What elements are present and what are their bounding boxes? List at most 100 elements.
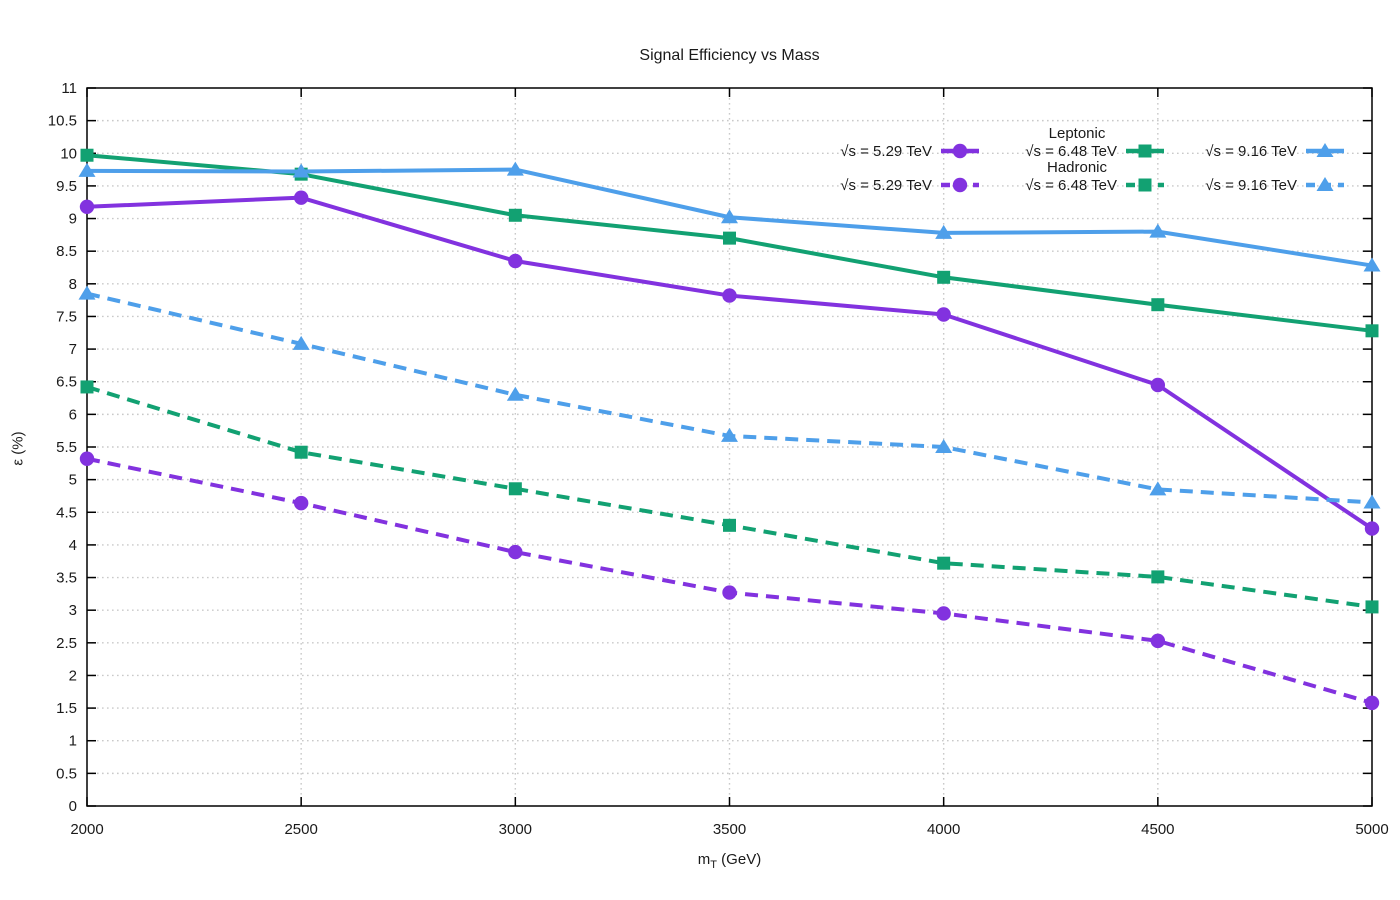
tick-label: 2.5 — [56, 635, 77, 652]
series-leptonic-0 — [79, 190, 1380, 536]
series-hadronic-5 — [78, 285, 1381, 509]
marker-circle — [293, 190, 309, 205]
y-tick-labels: 0 0.5 1 1.5 2 2.5 3 3.5 4 4.5 5 5.5 6 6.5 7 7.5 8 8.5 9 9.5… — [48, 80, 77, 815]
series-leptonic-2 — [78, 161, 1381, 272]
tick-label: 2500 — [284, 821, 317, 838]
marker-square — [508, 482, 522, 496]
marker-square — [723, 518, 736, 532]
marker-triangle — [1149, 223, 1167, 238]
marker-triangle — [721, 209, 738, 224]
marker-circle — [508, 253, 523, 269]
marker-circle — [952, 143, 968, 159]
legend-entry-leptonic-2: √s = 9.16 TeV — [1205, 143, 1344, 160]
legend-entry-hadronic-0: √s = 5.29 TeV — [840, 177, 979, 194]
marker-triangle — [292, 163, 310, 178]
marker-square — [937, 270, 951, 284]
marker-square — [1138, 178, 1152, 192]
marker-square — [80, 148, 94, 162]
marker-circle — [1150, 377, 1166, 393]
tick-label: 0 — [69, 798, 77, 815]
tick-label: 8.5 — [56, 243, 77, 260]
marker-triangle — [78, 162, 96, 177]
tick-label: 1.5 — [56, 700, 77, 717]
tick-label: 10.5 — [48, 113, 77, 130]
marker-triangle — [1149, 481, 1167, 496]
legend-group-title: Hadronic — [1047, 159, 1108, 176]
marker-triangle — [78, 285, 96, 300]
marker-circle — [722, 288, 737, 303]
series-hadronic-4 — [80, 380, 1379, 614]
marker-circle — [1150, 633, 1166, 649]
y-axis-label: ε (%) — [9, 431, 27, 466]
plot-frame — [86, 87, 1373, 807]
marker-circle — [508, 544, 523, 560]
marker-triangle — [1316, 143, 1334, 157]
marker-square — [1151, 298, 1165, 312]
legend: Leptonic √s = 5.29 TeV √s = 6.48 TeV √s = 9… — [840, 125, 1344, 194]
tick-label: 3 — [69, 602, 77, 619]
x-axis-label-unit: (GeV) — [717, 851, 762, 868]
marker-square — [1365, 324, 1379, 338]
tick-label: 2 — [69, 667, 77, 684]
marker-square — [294, 445, 308, 459]
tick-label: 1 — [69, 733, 77, 750]
tick-label: 2000 — [70, 821, 103, 838]
marker-square — [508, 208, 522, 222]
legend-entry-hadronic-2: √s = 9.16 TeV — [1205, 177, 1344, 194]
marker-triangle — [506, 161, 524, 176]
marker-square — [723, 231, 736, 245]
marker-triangle — [292, 335, 310, 350]
x-axis-label-base: m — [697, 851, 711, 868]
axis-ticks — [86, 87, 1373, 807]
x-axis-label: mT (GeV) — [87, 851, 1372, 871]
legend-group-leptonic: Leptonic √s = 5.29 TeV √s = 6.48 TeV √s = 9… — [840, 125, 1344, 160]
tick-label: 5 — [69, 472, 77, 489]
legend-group-hadronic: Hadronic √s = 5.29 TeV √s = 6.48 TeV √s = 9… — [840, 159, 1344, 194]
legend-entry-label: √s = 6.48 TeV — [1025, 177, 1117, 194]
tick-label: 6.5 — [56, 374, 77, 391]
tick-label: 0.5 — [56, 765, 77, 782]
legend-entry-leptonic-1: √s = 6.48 TeV — [1025, 143, 1164, 160]
tick-label: 7 — [69, 341, 77, 358]
tick-label: 3000 — [499, 821, 532, 838]
tick-label: 3.5 — [56, 570, 77, 587]
tick-label: 8 — [69, 276, 77, 293]
tick-label: 9 — [69, 211, 77, 228]
legend-entry-label: √s = 5.29 TeV — [840, 143, 932, 160]
x-tick-labels: 2000 2500 3000 3500 4000 4500 5000 — [70, 821, 1388, 838]
legend-entry-label: √s = 9.16 TeV — [1205, 177, 1297, 194]
marker-circle — [1364, 695, 1380, 711]
legend-group-title: Leptonic — [1049, 125, 1106, 142]
tick-label: 6 — [69, 406, 77, 423]
tick-label: 3500 — [713, 821, 746, 838]
chart-title: Signal Efficiency vs Mass — [639, 47, 820, 64]
marker-square — [1365, 600, 1379, 614]
marker-circle — [936, 307, 951, 322]
marker-triangle — [935, 224, 953, 239]
marker-circle — [722, 585, 737, 600]
marker-square — [80, 380, 94, 394]
x-axis-label-subscript: T — [710, 859, 718, 871]
series-line — [86, 456, 1373, 705]
marker-circle — [79, 451, 95, 466]
marker-circle — [293, 495, 309, 511]
legend-entry-hadronic-1: √s = 6.48 TeV — [1025, 177, 1164, 194]
tick-label: 4 — [69, 537, 77, 554]
tick-label: 11 — [61, 80, 77, 97]
marker-triangle — [935, 439, 953, 453]
marker-square — [1138, 144, 1152, 158]
tick-label: 5000 — [1355, 821, 1388, 838]
tick-label: 4500 — [1141, 821, 1174, 838]
marker-circle — [936, 606, 951, 621]
legend-entry-label: √s = 5.29 TeV — [840, 177, 932, 194]
series-hadronic-3 — [79, 451, 1380, 711]
marker-triangle — [506, 386, 524, 401]
tick-label: 4000 — [927, 821, 960, 838]
marker-square — [1151, 570, 1165, 584]
marker-square — [937, 556, 951, 570]
legend-entry-label: √s = 9.16 TeV — [1205, 143, 1297, 160]
tick-label: 4.5 — [56, 504, 77, 521]
tick-label: 7.5 — [56, 308, 77, 325]
